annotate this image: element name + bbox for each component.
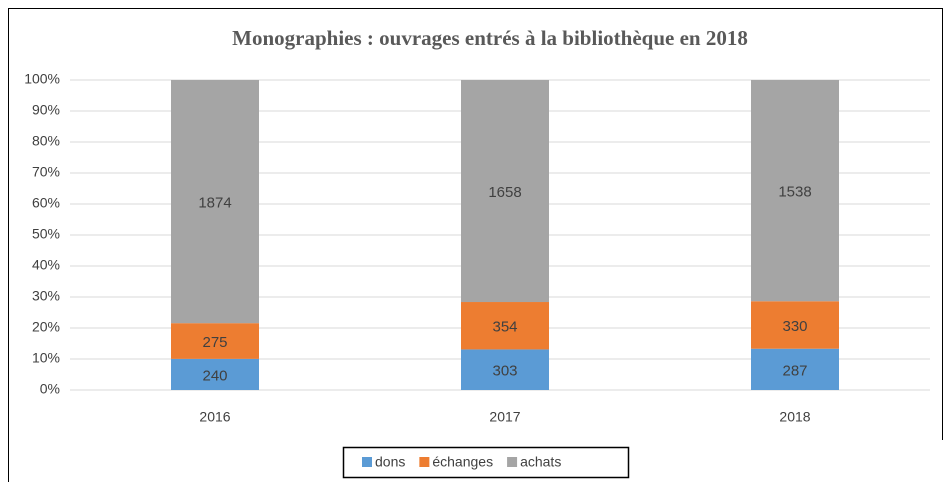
y-tick-label: 100%	[24, 71, 60, 87]
x-tick-label: 2016	[199, 409, 230, 425]
y-tick-label: 70%	[32, 164, 60, 180]
legend-label: dons	[375, 454, 405, 470]
y-tick-label: 10%	[32, 350, 60, 366]
data-label: 287	[782, 362, 807, 379]
y-tick-label: 60%	[32, 195, 60, 211]
x-tick-label: 2018	[779, 409, 810, 425]
y-tick-label: 40%	[32, 257, 60, 273]
chart-title: Monographies : ouvrages entrés à la bibl…	[232, 26, 748, 50]
y-tick-label: 80%	[32, 133, 60, 149]
bar-segment	[751, 348, 839, 390]
data-label: 1658	[488, 184, 521, 201]
bar-segment	[171, 358, 259, 390]
bar-segment	[751, 80, 839, 302]
bar-segment	[461, 349, 549, 390]
legend-swatch	[507, 457, 518, 467]
data-label: 275	[202, 334, 227, 351]
y-tick-label: 30%	[32, 288, 60, 304]
data-label: 303	[492, 363, 517, 380]
bar-segment	[461, 80, 549, 303]
legend-box	[342, 446, 630, 479]
bar-segment	[751, 301, 839, 349]
frame	[8, 8, 943, 482]
y-tick-label: 20%	[32, 319, 60, 335]
data-label: 1538	[778, 184, 811, 201]
legend-label: échanges	[432, 454, 493, 470]
data-label: 354	[492, 319, 517, 336]
bar-segment	[171, 323, 259, 359]
data-label: 240	[202, 367, 227, 384]
data-label: 330	[782, 318, 807, 335]
legend-swatch	[419, 457, 430, 467]
legend-swatch	[362, 457, 372, 467]
bar-segment	[171, 80, 259, 324]
y-tick-label: 90%	[32, 102, 60, 118]
bar-segment	[461, 302, 549, 350]
x-tick-label: 2017	[489, 409, 520, 425]
data-label: 1874	[198, 195, 231, 212]
y-tick-label: 50%	[32, 226, 60, 242]
legend-label: achats	[520, 454, 561, 470]
y-tick-label: 0%	[40, 381, 60, 397]
